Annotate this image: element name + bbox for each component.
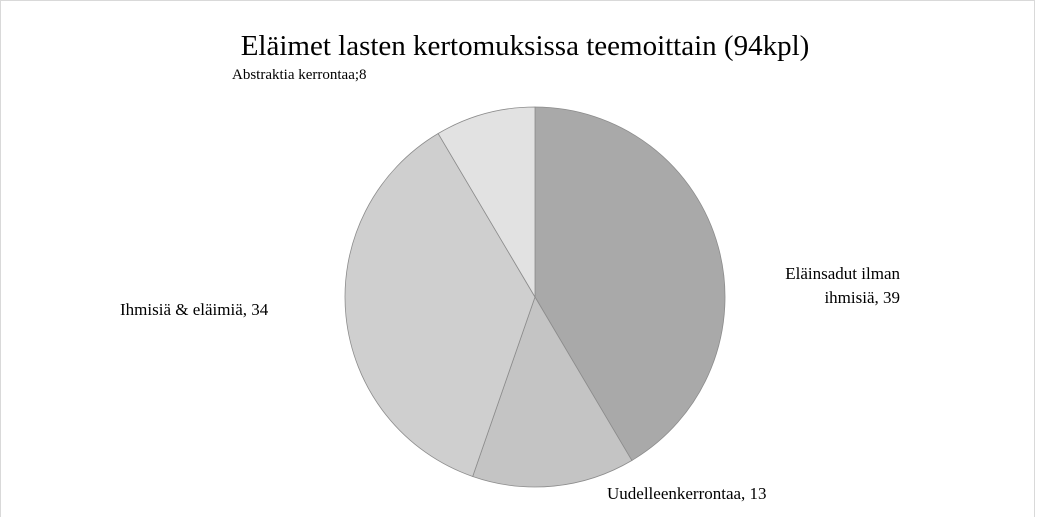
pie-slice: [344, 132, 536, 477]
pie-slice: [534, 106, 726, 462]
data-label: Eläinsadut ilman ihmisiä, 39: [785, 264, 900, 307]
chart-title: Eläimet lasten kertomuksissa teemoittain…: [240, 30, 810, 62]
pie-slice: [472, 296, 633, 488]
data-label: Ihmisiä & eläimiä, 34: [120, 300, 269, 319]
data-label: Abstraktia kerrontaa;8: [232, 67, 367, 83]
pie-slice: [437, 106, 536, 299]
data-label: Uudelleenkerrontaa, 13: [607, 484, 767, 503]
